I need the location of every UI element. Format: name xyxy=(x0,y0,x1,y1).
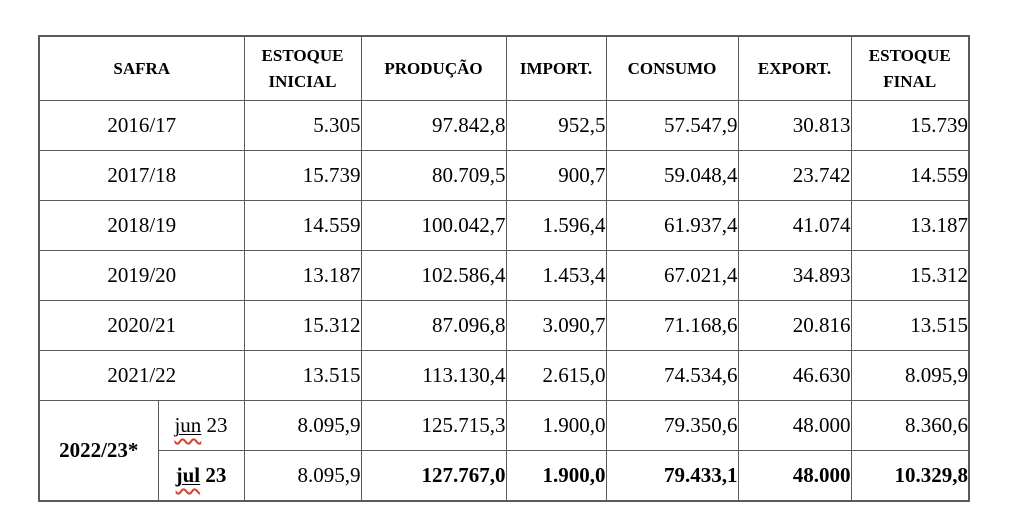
month-cell-jun-23: jun 23 xyxy=(157,400,245,451)
export-cell: 48.000 xyxy=(737,400,852,451)
import-cell: 1.900,0 xyxy=(505,450,607,502)
producao-cell: 125.715,3 xyxy=(360,400,507,451)
producao-cell: 100.042,7 xyxy=(360,200,507,251)
export-cell: 30.813 xyxy=(737,100,852,151)
estoque-final-cell: 13.187 xyxy=(850,200,970,251)
table-row-jun-23: 2022/23* jun 23 8.095,9 125.715,3 1.900,… xyxy=(38,400,970,502)
column-header-producao: PRODUÇÃO xyxy=(360,35,507,101)
estoque-inicial-cell: 8.095,9 xyxy=(243,400,362,451)
column-header-safra: SAFRA xyxy=(38,35,245,101)
export-cell: 34.893 xyxy=(737,250,852,301)
table-row-jul-23: jul 23 8.095,9 127.767,0 1.900,0 79.433,… xyxy=(39,450,970,502)
export-cell: 41.074 xyxy=(737,200,852,251)
producao-cell: 127.767,0 xyxy=(360,450,507,502)
estoque-inicial-cell: 15.312 xyxy=(243,300,362,351)
safra-cell: 2020/21 xyxy=(38,300,245,351)
import-cell: 2.615,0 xyxy=(505,350,607,401)
consumo-cell: 74.534,6 xyxy=(605,350,739,401)
column-header-import: IMPORT. xyxy=(505,35,607,101)
column-header-export: EXPORT. xyxy=(737,35,852,101)
estoque-inicial-cell: 5.305 xyxy=(243,100,362,151)
estoque-inicial-cell: 13.515 xyxy=(243,350,362,401)
estoque-final-cell: 15.312 xyxy=(850,250,970,301)
header-line: ESTOQUE xyxy=(261,46,344,65)
spellcheck-squiggle: jun xyxy=(174,413,201,437)
column-header-estoque-final: ESTOQUE FINAL xyxy=(850,35,970,101)
safra-cell: 2016/17 xyxy=(38,100,245,151)
estoque-final-cell: 15.739 xyxy=(850,100,970,151)
producao-cell: 87.096,8 xyxy=(360,300,507,351)
header-row: SAFRA ESTOQUE INICIAL PRODUÇÃO IMPORT. C… xyxy=(38,35,970,101)
table-row-2020-21: 2020/21 15.312 87.096,8 3.090,7 71.168,6… xyxy=(38,300,970,351)
safra-cell: 2018/19 xyxy=(38,200,245,251)
table-row-2018-19: 2018/19 14.559 100.042,7 1.596,4 61.937,… xyxy=(38,200,970,251)
export-cell: 46.630 xyxy=(737,350,852,401)
month-year: 23 xyxy=(206,413,228,437)
consumo-cell: 61.937,4 xyxy=(605,200,739,251)
estoque-inicial-cell: 8.095,9 xyxy=(243,450,362,502)
table-row-2021-22: 2021/22 13.515 113.130,4 2.615,0 74.534,… xyxy=(38,350,970,401)
estoque-final-cell: 8.095,9 xyxy=(850,350,970,401)
producao-cell: 113.130,4 xyxy=(360,350,507,401)
estoque-final-cell: 8.360,6 xyxy=(850,400,970,451)
producao-cell: 80.709,5 xyxy=(360,150,507,201)
table-row-2017-18: 2017/18 15.739 80.709,5 900,7 59.048,4 2… xyxy=(38,150,970,201)
import-cell: 952,5 xyxy=(505,100,607,151)
estoque-inicial-cell: 13.187 xyxy=(243,250,362,301)
consumo-cell: 59.048,4 xyxy=(605,150,739,201)
consumo-cell: 57.547,9 xyxy=(605,100,739,151)
header-line: ESTOQUE xyxy=(868,46,951,65)
estoque-final-cell: 10.329,8 xyxy=(850,450,970,502)
month-cell-jul-23: jul 23 xyxy=(157,450,245,502)
import-cell: 3.090,7 xyxy=(505,300,607,351)
import-cell: 1.453,4 xyxy=(505,250,607,301)
table-row-2016-17: 2016/17 5.305 97.842,8 952,5 57.547,9 30… xyxy=(38,100,970,151)
consumo-cell: 79.433,1 xyxy=(605,450,739,502)
import-cell: 900,7 xyxy=(505,150,607,201)
header-line: INICIAL xyxy=(268,71,337,91)
month-year: 23 xyxy=(205,463,227,487)
export-cell: 20.816 xyxy=(737,300,852,351)
column-header-estoque-inicial: ESTOQUE INICIAL xyxy=(243,35,362,101)
column-header-consumo: CONSUMO xyxy=(605,35,739,101)
estoque-final-cell: 13.515 xyxy=(850,300,970,351)
estoque-inicial-cell: 15.739 xyxy=(243,150,362,201)
safra-cell: 2021/22 xyxy=(38,350,245,401)
header-line: FINAL xyxy=(883,71,937,91)
consumo-cell: 71.168,6 xyxy=(605,300,739,351)
export-cell: 48.000 xyxy=(737,450,852,502)
producao-cell: 97.842,8 xyxy=(360,100,507,151)
safra-balance-table: SAFRA ESTOQUE INICIAL PRODUÇÃO IMPORT. C… xyxy=(38,35,970,502)
export-cell: 23.742 xyxy=(737,150,852,201)
month-abbrev: jun xyxy=(174,413,202,437)
import-cell: 1.596,4 xyxy=(505,200,607,251)
producao-cell: 102.586,4 xyxy=(360,250,507,301)
group-label-2022-23: 2022/23* xyxy=(38,400,159,502)
consumo-cell: 67.021,4 xyxy=(605,250,739,301)
month-abbrev: jul xyxy=(175,463,201,487)
consumo-cell: 79.350,6 xyxy=(605,400,739,451)
estoque-final-cell: 14.559 xyxy=(850,150,970,201)
safra-cell: 2019/20 xyxy=(38,250,245,301)
estoque-inicial-cell: 14.559 xyxy=(243,200,362,251)
import-cell: 1.900,0 xyxy=(505,400,607,451)
table-row-2019-20: 2019/20 13.187 102.586,4 1.453,4 67.021,… xyxy=(38,250,970,301)
safra-cell: 2017/18 xyxy=(38,150,245,201)
spellcheck-squiggle: jul xyxy=(176,463,201,487)
